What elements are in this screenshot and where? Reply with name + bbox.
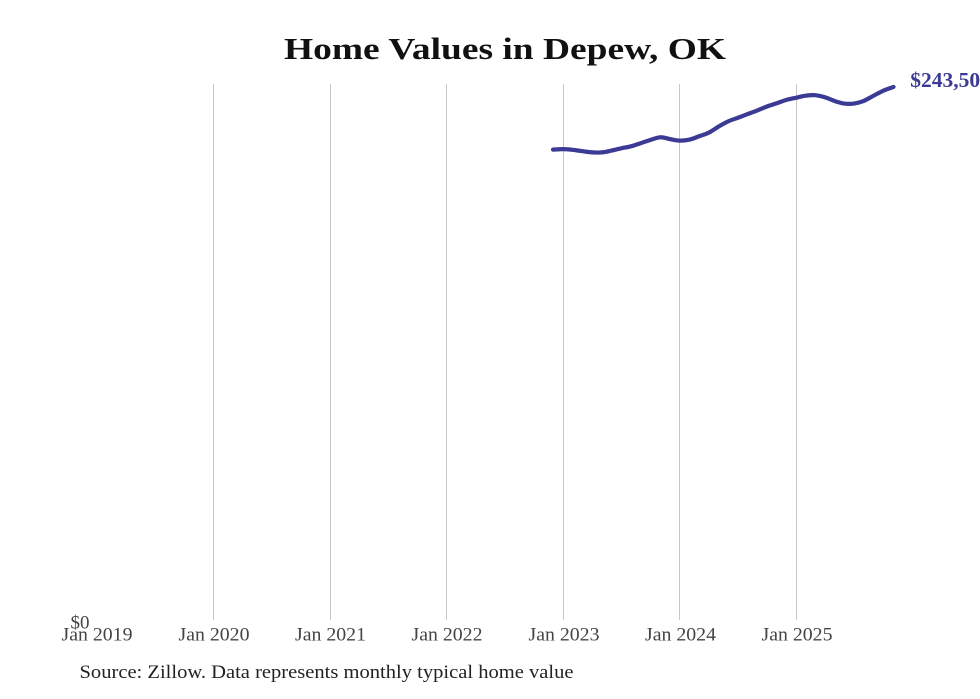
svg-text:Jan 2019: Jan 2019 — [62, 625, 133, 646]
svg-text:Jan 2024: Jan 2024 — [645, 625, 717, 646]
svg-text:$0: $0 — [71, 613, 90, 634]
svg-text:Jan 2023: Jan 2023 — [529, 625, 600, 646]
svg-text:Home Values in Depew, OK: Home Values in Depew, OK — [284, 31, 726, 66]
svg-text:Jan 2022: Jan 2022 — [412, 625, 483, 646]
svg-text:Jan 2025: Jan 2025 — [762, 625, 833, 646]
svg-text:$243,500: $243,500 — [910, 68, 980, 92]
svg-text:Source: Zillow. Data represent: Source: Zillow. Data represents monthly … — [80, 662, 574, 683]
svg-text:Jan 2020: Jan 2020 — [179, 625, 250, 646]
svg-text:Jan 2021: Jan 2021 — [295, 625, 366, 646]
